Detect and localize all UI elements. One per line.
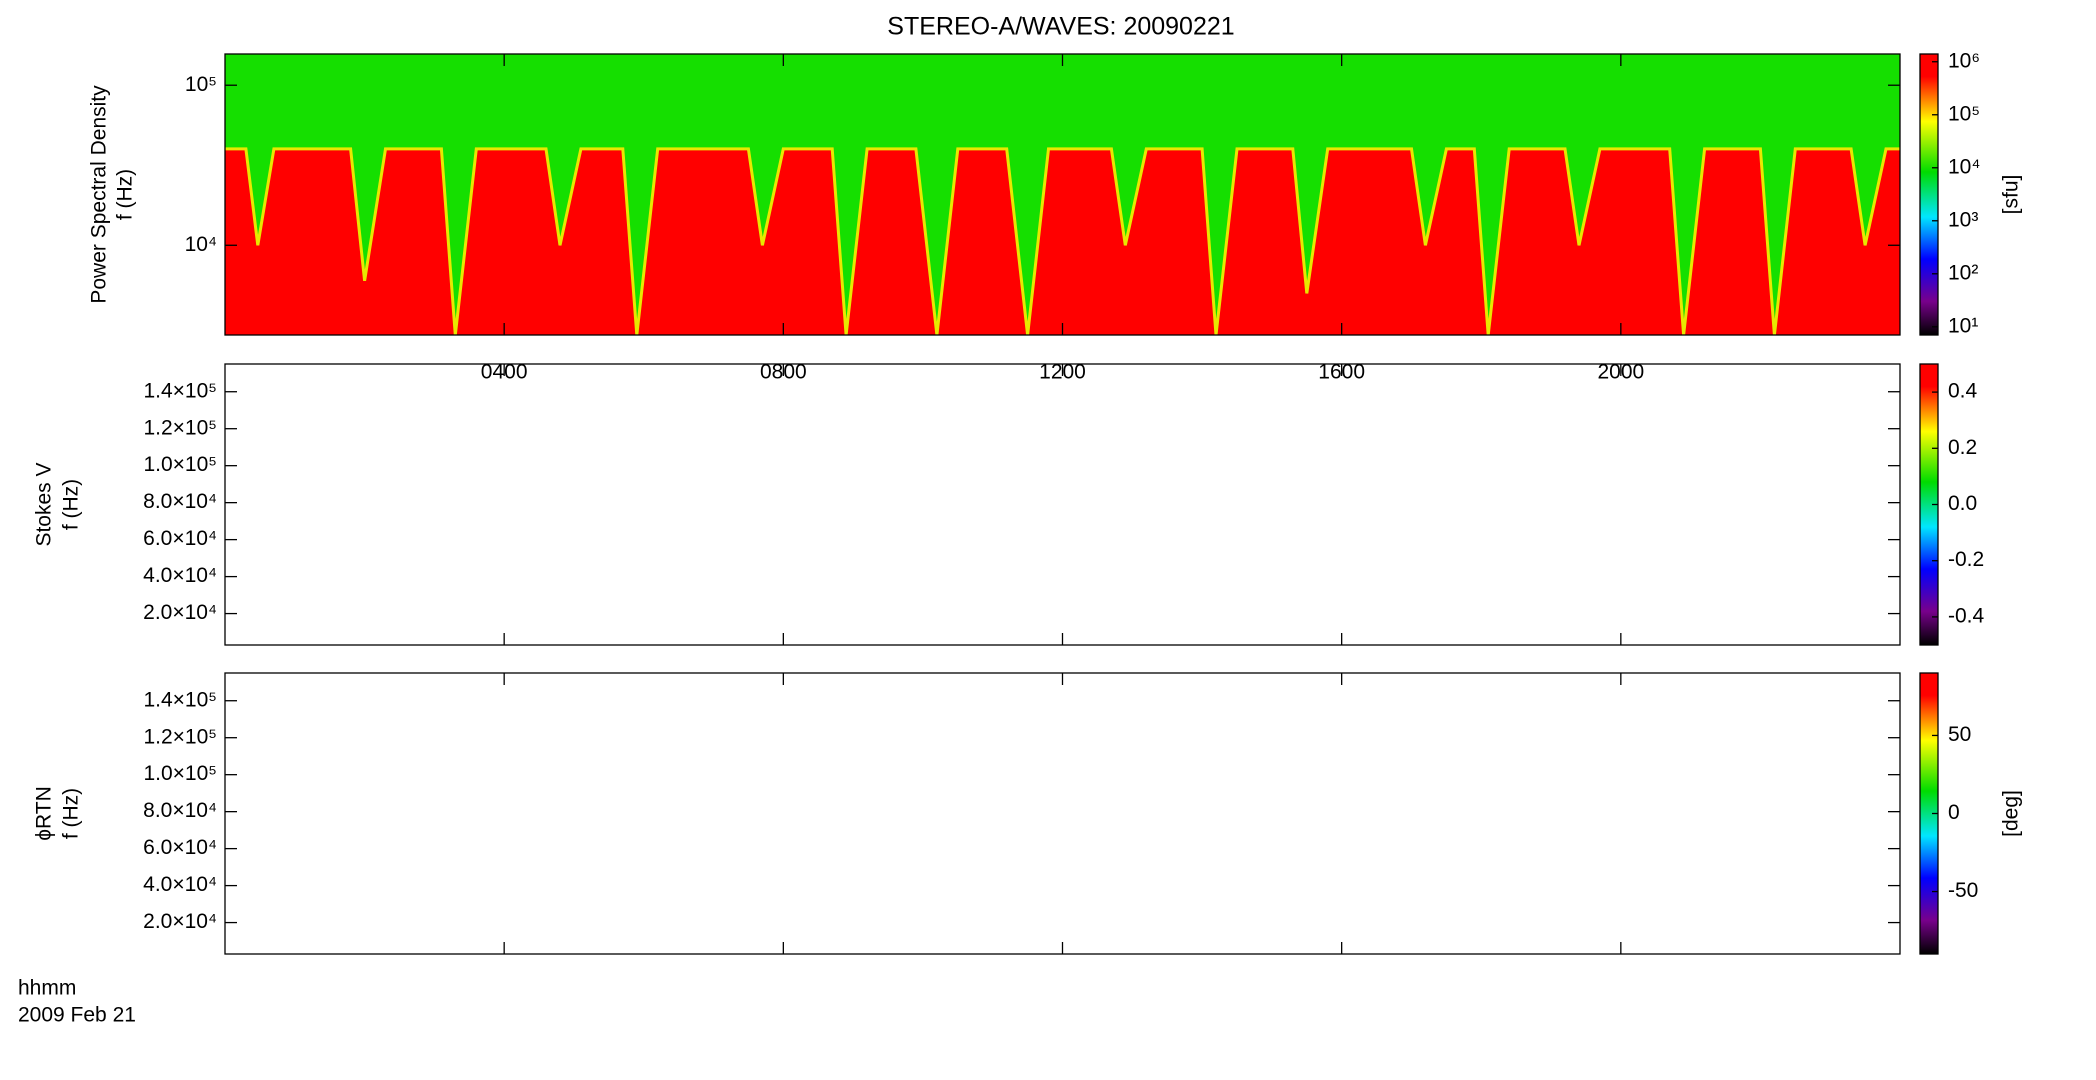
y-tick-label: 4.0×10⁴	[143, 873, 217, 896]
time-axis-label: hhmm	[18, 977, 76, 1000]
y-tick-label: 1.4×10⁵	[143, 379, 217, 402]
y-axis-label: f (Hz)	[60, 479, 83, 530]
colorbar-tick-label: 10³	[1948, 208, 1978, 231]
y-axis-label: Power Spectral Density	[88, 85, 111, 304]
colorbar-label: [deg]	[2000, 790, 2023, 837]
y-tick-label: 1.2×10⁵	[143, 416, 217, 439]
intense-region	[225, 148, 1900, 335]
y-tick-label: 8.0×10⁴	[143, 799, 217, 822]
colorbar-tick-label: 0.0	[1948, 492, 1977, 515]
y-tick-label: 8.0×10⁴	[143, 490, 217, 513]
cutoff-line	[225, 147, 1900, 335]
y-tick-label: 6.0×10⁴	[143, 836, 217, 859]
colorbar	[1919, 53, 1939, 336]
colorbar-tick-label: 0	[1948, 801, 1960, 824]
y-axis-label: f (Hz)	[114, 169, 137, 220]
colorbar-tick-label: 10¹	[1948, 314, 1978, 337]
colorbar-tick-label: -0.4	[1948, 604, 1985, 627]
panel-frame	[224, 363, 1901, 646]
y-tick-label: 6.0×10⁴	[143, 527, 217, 550]
colorbar-tick-label: 10²	[1948, 261, 1978, 284]
y-axis-label: Stokes V	[33, 462, 56, 546]
y-tick-label: 2.0×10⁴	[143, 601, 217, 624]
colorbar-tick-label: 10⁶	[1948, 49, 1980, 72]
colorbar-tick-label: 10⁴	[1948, 155, 1980, 178]
chart-title: STEREO-A/WAVES: 20090221	[887, 13, 1234, 41]
y-axis-label: f (Hz)	[60, 788, 83, 839]
y-tick-label: 1.2×10⁵	[143, 725, 217, 748]
y-tick-label: 1.0×10⁵	[143, 453, 217, 476]
colorbar-tick-label: 0.2	[1948, 436, 1977, 459]
y-tick-label: 4.0×10⁴	[143, 564, 217, 587]
y-tick-label: 10⁴	[185, 233, 217, 256]
y-tick-label: 2.0×10⁴	[143, 910, 217, 933]
panel-frame	[224, 672, 1901, 955]
colorbar-tick-label: 50	[1948, 723, 1971, 746]
colorbar-tick-label: -50	[1948, 879, 1978, 902]
y-tick-label: 10⁵	[185, 73, 217, 96]
date-label: 2009 Feb 21	[18, 1004, 136, 1027]
colorbar-label: [sfu]	[2000, 175, 2023, 215]
colorbar-tick-label: 10⁵	[1948, 102, 1980, 125]
y-axis-label: ϕRTN	[33, 786, 56, 841]
y-tick-label: 1.4×10⁵	[143, 688, 217, 711]
colorbar-tick-label: -0.2	[1948, 548, 1984, 571]
panel	[225, 54, 1900, 335]
y-tick-label: 1.0×10⁵	[143, 762, 217, 785]
colorbar-tick-label: 0.4	[1948, 380, 1978, 403]
